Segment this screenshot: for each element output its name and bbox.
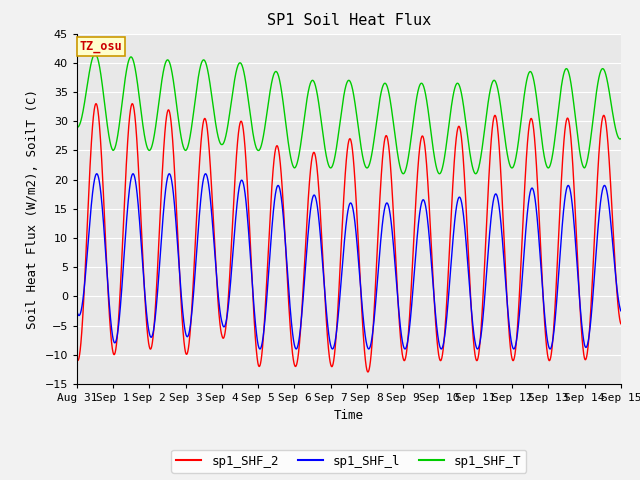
Legend: sp1_SHF_2, sp1_SHF_l, sp1_SHF_T: sp1_SHF_2, sp1_SHF_l, sp1_SHF_T xyxy=(172,450,526,473)
Text: TZ_osu: TZ_osu xyxy=(79,40,122,53)
Title: SP1 Soil Heat Flux: SP1 Soil Heat Flux xyxy=(267,13,431,28)
X-axis label: Time: Time xyxy=(334,408,364,421)
Y-axis label: Soil Heat Flux (W/m2), SoilT (C): Soil Heat Flux (W/m2), SoilT (C) xyxy=(26,89,39,329)
